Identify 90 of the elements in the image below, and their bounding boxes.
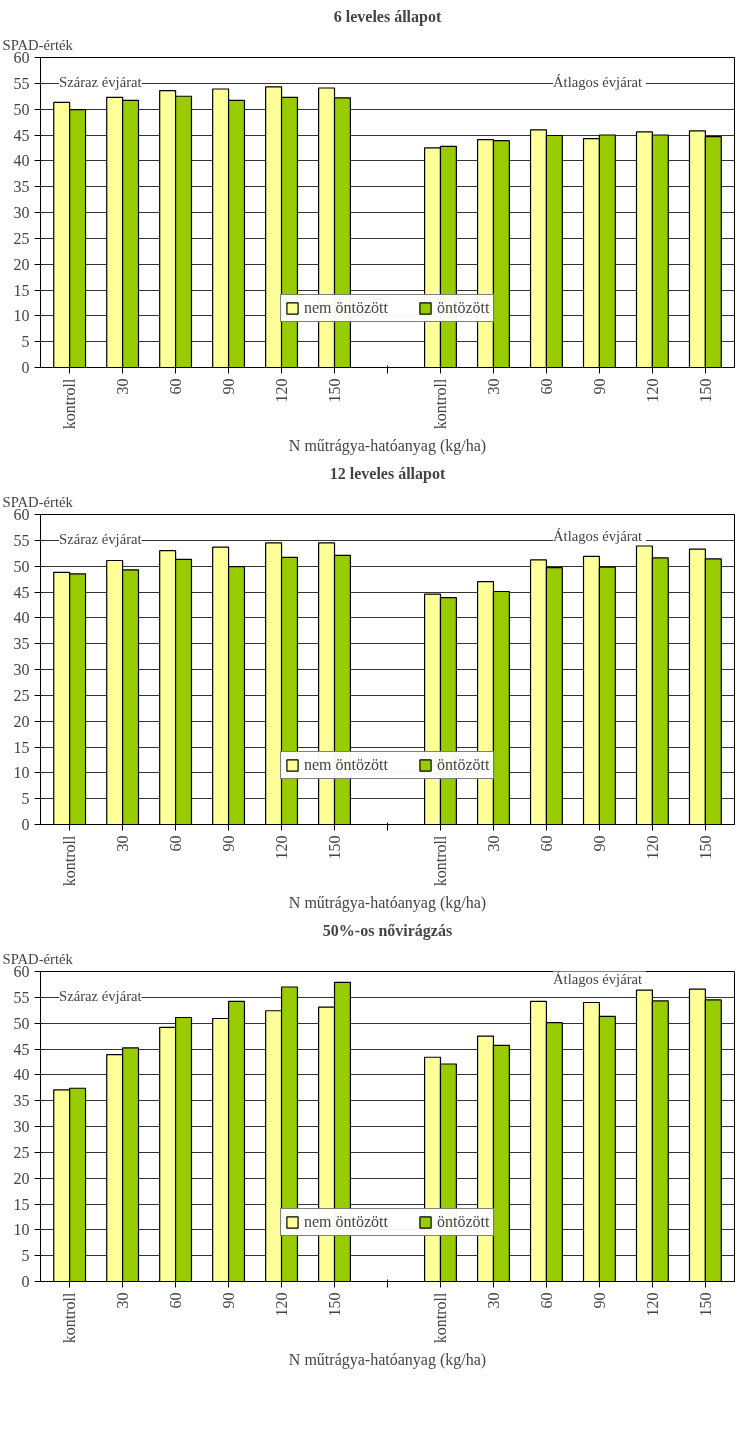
y-tick-label: 30 bbox=[13, 661, 30, 678]
x-tick-label: 30 bbox=[114, 378, 132, 395]
y-tick-label: 50 bbox=[13, 100, 30, 118]
chart-title: 12 leveles állapot bbox=[329, 464, 446, 483]
y-tick-label: 50 bbox=[13, 557, 30, 575]
x-tick-label: 90 bbox=[220, 835, 238, 852]
y-tick-label: 55 bbox=[13, 531, 30, 549]
y-tick-label: 40 bbox=[13, 1066, 30, 1084]
legend-label: nem öntözött bbox=[304, 299, 388, 317]
y-tick-label: 55 bbox=[13, 74, 30, 92]
x-axis-title: N műtrágya-hatóanyag (kg/ha) bbox=[288, 1351, 487, 1370]
y-tick-label: 5 bbox=[21, 333, 30, 351]
annotation: Száraz évjárat bbox=[59, 74, 142, 91]
x-tick-label: 30 bbox=[114, 1292, 132, 1309]
y-tick-label: 15 bbox=[13, 738, 30, 756]
x-tick-label: 60 bbox=[167, 1292, 185, 1309]
y-tick-label: 25 bbox=[13, 229, 30, 247]
y-tick-label: 5 bbox=[21, 1247, 30, 1265]
annotation: Száraz évjárat bbox=[59, 988, 142, 1005]
x-tick-label: 30 bbox=[484, 835, 502, 852]
x-tick-label: 150 bbox=[326, 835, 344, 860]
x-tick-label: kontroll bbox=[431, 1291, 449, 1344]
x-tick-label: kontroll bbox=[61, 377, 79, 430]
legend-label: öntözött bbox=[436, 1213, 490, 1231]
x-tick-label: 120 bbox=[643, 378, 661, 403]
y-tick-label: 0 bbox=[21, 816, 30, 833]
x-tick-label: 120 bbox=[273, 835, 291, 860]
y-tick-label: 5 bbox=[21, 790, 30, 808]
y-tick-label: 55 bbox=[13, 988, 30, 1006]
x-tick-label: 90 bbox=[220, 1292, 238, 1309]
x-tick-label: kontroll bbox=[61, 834, 79, 887]
x-axis-title: N műtrágya-hatóanyag (kg/ha) bbox=[288, 894, 487, 913]
legend-label: nem öntözött bbox=[304, 756, 388, 774]
legend-label: öntözött bbox=[436, 299, 490, 317]
y-tick-label: 50 bbox=[13, 1014, 30, 1032]
y-tick-label: 10 bbox=[13, 1221, 30, 1239]
y-tick-label: 15 bbox=[13, 1195, 30, 1213]
y-tick-label: 25 bbox=[13, 1143, 30, 1161]
x-tick-label: 150 bbox=[696, 378, 714, 403]
y-tick-label: 10 bbox=[13, 764, 30, 782]
x-tick-label: 150 bbox=[696, 835, 714, 860]
x-tick-label: 30 bbox=[484, 1292, 502, 1309]
y-tick-label: 45 bbox=[13, 1040, 30, 1058]
x-tick-label: 30 bbox=[484, 378, 502, 395]
x-axis-title: N műtrágya-hatóanyag (kg/ha) bbox=[288, 437, 487, 456]
y-tick-label: 45 bbox=[13, 126, 30, 144]
x-tick-label: 90 bbox=[590, 835, 608, 852]
x-tick-label: 150 bbox=[696, 1292, 714, 1317]
y-tick-label: 40 bbox=[13, 609, 30, 627]
y-tick-label: 35 bbox=[13, 1092, 30, 1110]
legend-label: öntözött bbox=[436, 756, 490, 774]
annotation: Átlagos évjárat bbox=[553, 971, 643, 987]
x-tick-label: 90 bbox=[590, 378, 608, 395]
x-tick-label: 150 bbox=[326, 1292, 344, 1317]
x-tick-label: kontroll bbox=[431, 377, 449, 430]
x-tick-label: 60 bbox=[167, 835, 185, 852]
chart-title: 50%-os nővirágzás bbox=[322, 921, 453, 940]
y-tick-label: 0 bbox=[21, 359, 30, 376]
y-tick-label: 25 bbox=[13, 686, 30, 704]
y-tick-label: 30 bbox=[13, 204, 30, 221]
y-tick-label: 45 bbox=[13, 583, 30, 601]
x-tick-label: kontroll bbox=[61, 1291, 79, 1344]
x-tick-label: 30 bbox=[114, 835, 132, 852]
y-tick-label: 40 bbox=[13, 152, 30, 170]
annotation: Száraz évjárat bbox=[59, 531, 142, 548]
y-tick-label: 35 bbox=[13, 635, 30, 653]
y-tick-label: 35 bbox=[13, 178, 30, 196]
annotation: Átlagos évjárat bbox=[553, 74, 643, 91]
y-tick-label: 20 bbox=[13, 712, 30, 730]
y-tick-label: 15 bbox=[13, 281, 30, 299]
y-tick-label: 20 bbox=[13, 1169, 30, 1187]
legend-label: nem öntözött bbox=[304, 1213, 388, 1231]
x-tick-label: 90 bbox=[220, 378, 238, 395]
x-tick-label: 120 bbox=[273, 1292, 291, 1317]
y-tick-label: 0 bbox=[21, 1273, 30, 1290]
x-tick-label: 60 bbox=[537, 835, 555, 852]
x-tick-label: kontroll bbox=[431, 834, 449, 887]
x-tick-label: 60 bbox=[167, 378, 185, 395]
x-tick-label: 90 bbox=[590, 1292, 608, 1309]
x-tick-label: 120 bbox=[643, 835, 661, 860]
y-tick-label: 30 bbox=[13, 1118, 30, 1135]
x-tick-label: 60 bbox=[537, 1292, 555, 1309]
x-tick-label: 60 bbox=[537, 378, 555, 395]
x-tick-label: 120 bbox=[273, 378, 291, 403]
x-tick-label: 120 bbox=[643, 1292, 661, 1317]
y-tick-label: 20 bbox=[13, 255, 30, 273]
y-tick-label: 10 bbox=[13, 307, 30, 325]
x-tick-label: 150 bbox=[326, 378, 344, 403]
chart-title: 6 leveles állapot bbox=[333, 7, 442, 26]
annotation: Átlagos évjárat bbox=[553, 527, 643, 544]
